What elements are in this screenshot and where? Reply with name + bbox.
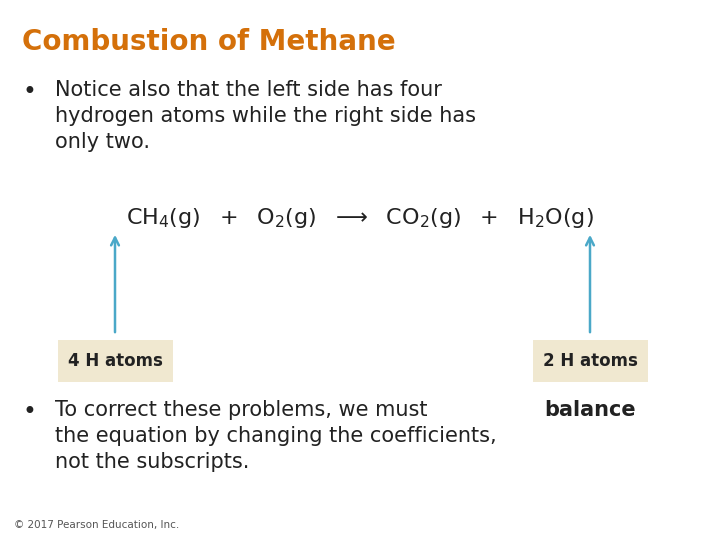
Text: hydrogen atoms while the right side has: hydrogen atoms while the right side has bbox=[55, 106, 476, 126]
Text: $\mathrm{CH_4(g)\ \ +\ \ O_2(g)\ \ \longrightarrow\ \ CO_2(g)\ \ +\ \ H_2O(g)}$: $\mathrm{CH_4(g)\ \ +\ \ O_2(g)\ \ \long… bbox=[126, 206, 594, 230]
Text: balance: balance bbox=[544, 400, 636, 420]
FancyBboxPatch shape bbox=[58, 340, 173, 382]
Text: © 2017 Pearson Education, Inc.: © 2017 Pearson Education, Inc. bbox=[14, 520, 179, 530]
Text: 4 H atoms: 4 H atoms bbox=[68, 352, 163, 370]
Text: not the subscripts.: not the subscripts. bbox=[55, 452, 249, 472]
FancyBboxPatch shape bbox=[533, 340, 647, 382]
Text: To correct these problems, we must: To correct these problems, we must bbox=[55, 400, 434, 420]
Text: 2 H atoms: 2 H atoms bbox=[543, 352, 637, 370]
Text: Notice also that the left side has four: Notice also that the left side has four bbox=[55, 80, 442, 100]
Text: only two.: only two. bbox=[55, 132, 150, 152]
Text: the equation by changing the coefficients,: the equation by changing the coefficient… bbox=[55, 426, 497, 446]
Text: Combustion of Methane: Combustion of Methane bbox=[22, 28, 395, 56]
Text: •: • bbox=[22, 80, 36, 104]
Text: •: • bbox=[22, 400, 36, 424]
